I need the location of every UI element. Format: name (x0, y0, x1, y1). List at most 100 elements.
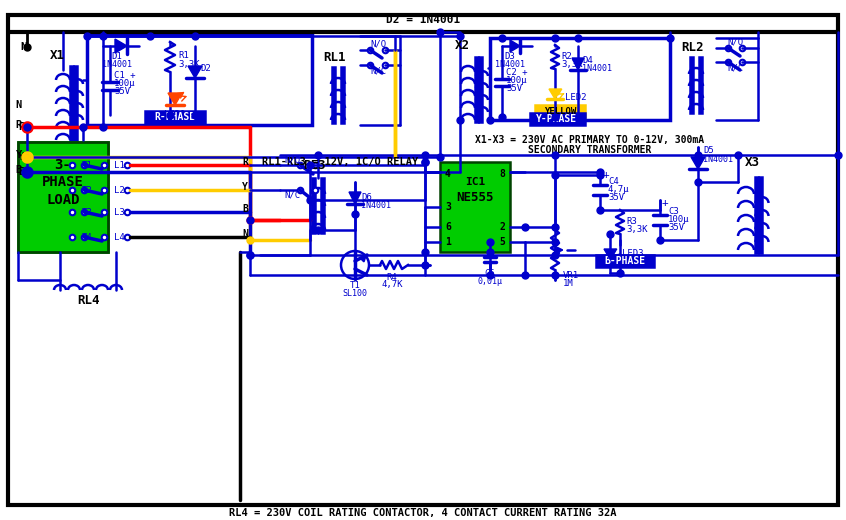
Text: D3: D3 (504, 51, 515, 60)
Polygon shape (572, 58, 584, 70)
Text: R4: R4 (387, 272, 398, 281)
Text: LED3: LED3 (622, 249, 644, 257)
Text: B: B (242, 204, 248, 214)
Text: R: R (18, 122, 25, 132)
Text: RL4: RL4 (77, 293, 99, 306)
Bar (145, 111, 205, 123)
Bar (321, 178, 324, 233)
Text: NE555: NE555 (456, 190, 494, 203)
Text: R: R (242, 157, 248, 167)
Text: 35V: 35V (668, 223, 684, 231)
Bar (699, 57, 702, 113)
Text: D5: D5 (703, 146, 714, 154)
Text: RL2: RL2 (682, 41, 704, 54)
Text: 100μ: 100μ (114, 79, 135, 87)
Text: 0,01μ: 0,01μ (477, 278, 503, 287)
Text: 5: 5 (499, 237, 505, 247)
Text: N: N (16, 100, 22, 110)
Text: B: B (18, 167, 25, 177)
Text: C3: C3 (668, 206, 678, 215)
Polygon shape (549, 89, 561, 99)
Text: PHASE: PHASE (42, 175, 84, 189)
Text: N/C: N/C (284, 190, 300, 200)
Text: 1: 1 (445, 237, 451, 247)
Text: RL1-RL3 = 12V, 1C/O RELAY: RL1-RL3 = 12V, 1C/O RELAY (262, 157, 418, 167)
Text: N: N (20, 42, 27, 52)
Polygon shape (115, 39, 127, 53)
Text: 35V: 35V (506, 84, 522, 93)
Text: RL1: RL1 (324, 50, 346, 63)
Text: Y-PHASE: Y-PHASE (536, 114, 578, 124)
Bar (440, 162, 510, 252)
Text: X1-X3 = 230V AC PRIMARY TO 0-12V, 300mA: X1-X3 = 230V AC PRIMARY TO 0-12V, 300mA (475, 135, 705, 145)
Text: T4: T4 (81, 232, 92, 241)
Text: LED1: LED1 (164, 110, 186, 119)
Text: YELLOW: YELLOW (544, 107, 576, 115)
Text: C4: C4 (608, 176, 618, 186)
Text: 3-: 3- (55, 158, 71, 172)
Text: T1: T1 (81, 161, 92, 170)
Bar (490, 38, 670, 120)
Text: 2: 2 (499, 222, 505, 232)
Text: X1: X1 (50, 48, 64, 61)
Bar (530, 113, 585, 125)
Text: N/C: N/C (370, 67, 386, 75)
Bar (87, 35, 312, 125)
Text: Y: Y (18, 152, 25, 162)
Bar (70, 66, 73, 142)
Text: D4: D4 (582, 56, 593, 64)
Text: R-PHASE: R-PHASE (155, 112, 195, 122)
Text: 8: 8 (499, 169, 505, 179)
Bar (475, 57, 478, 122)
Text: L4: L4 (114, 232, 124, 241)
Text: B-PHASE: B-PHASE (604, 256, 645, 266)
Polygon shape (510, 40, 520, 52)
Text: N/C: N/C (727, 63, 743, 72)
Text: T1: T1 (349, 280, 360, 290)
Bar (74, 66, 77, 142)
Text: VR1: VR1 (563, 270, 580, 280)
Text: D1: D1 (112, 51, 123, 60)
Text: L1: L1 (114, 161, 124, 170)
Text: T2: T2 (81, 186, 92, 194)
Text: 1N4001: 1N4001 (703, 154, 733, 163)
Text: 1N4001: 1N4001 (102, 59, 132, 69)
Text: R3: R3 (626, 216, 637, 226)
Polygon shape (188, 66, 202, 78)
Polygon shape (604, 249, 616, 259)
Text: C1 +: C1 + (114, 71, 135, 80)
Text: 3,3K: 3,3K (626, 225, 647, 233)
Text: N/O: N/O (284, 155, 300, 164)
Text: IC1: IC1 (464, 177, 485, 187)
Text: N/O: N/O (370, 40, 386, 48)
Bar (535, 105, 585, 117)
Text: 3: 3 (445, 202, 451, 212)
Text: 1N4001: 1N4001 (361, 201, 391, 210)
Text: 4,7μ: 4,7μ (608, 185, 629, 193)
Text: C2 +: C2 + (506, 68, 528, 76)
Text: SECONDARY TRANSFORMER: SECONDARY TRANSFORMER (528, 145, 651, 155)
Text: 4: 4 (445, 169, 451, 179)
Text: D2: D2 (200, 63, 211, 72)
Bar (18, 142, 108, 252)
Text: 1N4001: 1N4001 (582, 63, 612, 72)
Text: LED2: LED2 (565, 93, 586, 101)
Text: D2 = 1N4001: D2 = 1N4001 (386, 15, 460, 25)
Text: Y: Y (16, 150, 22, 160)
Text: 6: 6 (445, 222, 451, 232)
Text: 35V: 35V (114, 86, 130, 96)
Text: 1M: 1M (563, 279, 574, 288)
Polygon shape (168, 93, 182, 105)
Text: +: + (603, 170, 610, 180)
Text: R2: R2 (561, 51, 572, 60)
Bar (332, 67, 335, 123)
Bar (479, 57, 482, 122)
Text: N: N (242, 229, 248, 239)
Text: +: + (662, 198, 668, 208)
Text: 35V: 35V (608, 192, 624, 202)
Text: 4,7K: 4,7K (382, 280, 403, 290)
Text: T3: T3 (81, 207, 92, 216)
Text: 3,3K: 3,3K (561, 59, 583, 69)
Text: X2: X2 (454, 38, 470, 51)
Text: C5: C5 (485, 269, 496, 279)
